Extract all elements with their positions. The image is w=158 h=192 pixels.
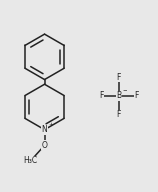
- Text: H₃C: H₃C: [23, 156, 37, 166]
- Text: F: F: [117, 110, 121, 119]
- Text: O: O: [42, 141, 48, 150]
- Text: F: F: [117, 73, 121, 82]
- Text: −: −: [122, 88, 127, 93]
- Text: F: F: [134, 92, 138, 100]
- Text: +: +: [48, 122, 53, 127]
- Text: B: B: [116, 92, 122, 100]
- Text: N: N: [42, 125, 47, 134]
- Text: F: F: [100, 92, 104, 100]
